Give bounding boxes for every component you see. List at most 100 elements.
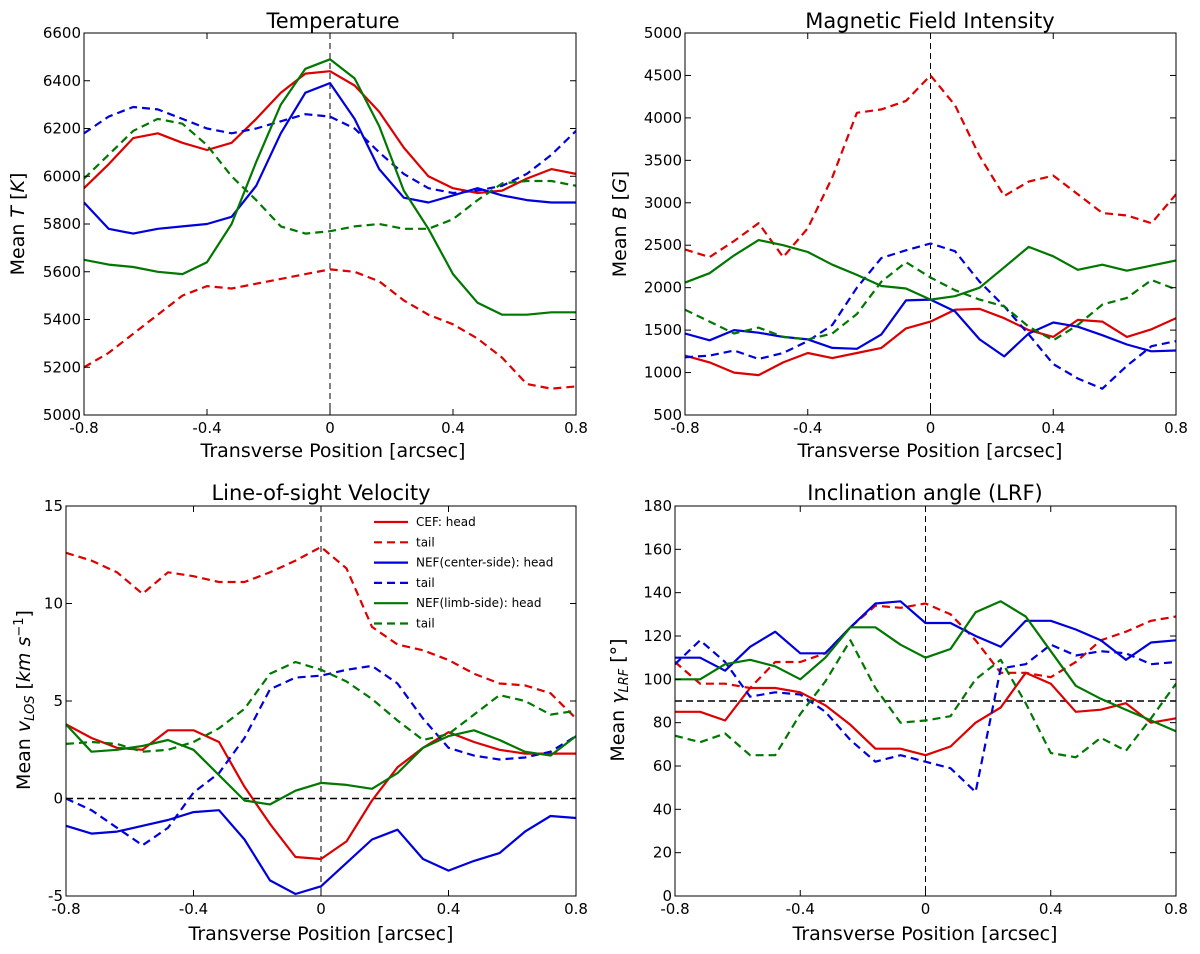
- series-line-magnetic-field-nef-center-side-tail: [685, 242, 1176, 390]
- y-tick-label-inclination: 40: [653, 800, 672, 818]
- y-label-subscript-los-velocity: LOS: [23, 696, 38, 721]
- legend-label: CEF: head: [416, 515, 476, 529]
- y-tick-label-magnetic-field: 1000: [644, 364, 682, 382]
- y-tick-label-inclination: 0: [662, 887, 672, 905]
- y-tick-label-magnetic-field: 5000: [644, 24, 682, 42]
- y-label-unit-symbol-temperature: K: [7, 179, 29, 193]
- x-tick-label-temperature: 0.4: [441, 419, 465, 437]
- x-tick-label-temperature: -0.8: [69, 419, 98, 437]
- y-tick-label-magnetic-field: 4500: [644, 66, 682, 84]
- legend-label: tail: [416, 535, 435, 549]
- y-label-exponent-los-velocity: −1: [12, 617, 27, 636]
- y-tick-label-inclination: 100: [643, 670, 672, 688]
- x-tick-label-inclination: 0: [921, 900, 931, 918]
- y-tick-label-inclination: 140: [643, 584, 672, 602]
- series-line-temperature-nef-center-side-tail: [84, 105, 576, 195]
- y-tick-label-los-velocity: 5: [53, 692, 63, 710]
- y-tick-label-magnetic-field: 2500: [644, 236, 682, 254]
- y-tick-label-magnetic-field: 3000: [644, 194, 682, 212]
- y-label-unit-temperature: [: [7, 193, 29, 206]
- y-tick-label-inclination: 60: [653, 757, 672, 775]
- series-line-magnetic-field-cef-head: [685, 307, 1176, 377]
- series-line-temperature-cef-head: [84, 70, 576, 195]
- y-tick-label-magnetic-field: 1500: [644, 321, 682, 339]
- x-tick-label-inclination: -0.4: [786, 900, 815, 918]
- plot-area-magnetic-field: [685, 33, 1176, 415]
- series-line-inclination-cef-head: [675, 671, 1176, 757]
- x-tick-label-magnetic-field: 0.8: [1164, 419, 1188, 437]
- plot-area-los-velocity: [66, 506, 576, 896]
- y-label-symbol-inclination: γ: [607, 691, 629, 704]
- series-line-los-velocity-nef-center-side-head: [66, 809, 576, 896]
- y-tick-label-inclination: 180: [643, 497, 672, 515]
- x-tick-label-los-velocity: -0.8: [51, 900, 80, 918]
- series-line-inclination-nef-limb-side-tail: [675, 639, 1176, 759]
- y-tick-label-magnetic-field: 500: [653, 406, 682, 424]
- chart-title-magnetic-field: Magnetic Field Intensity: [805, 9, 1054, 33]
- legend-label: NEF(limb-side): head: [416, 596, 542, 610]
- y-label-unit-magnetic-field: [: [609, 193, 631, 206]
- y-tick-label-temperature: 6600: [43, 24, 81, 42]
- y-tick-label-temperature: 6000: [43, 167, 81, 185]
- y-label-prefix-magnetic-field: Mean: [609, 219, 631, 277]
- series-line-temperature-nef-limb-side-head: [84, 58, 576, 316]
- x-tick-label-temperature: -0.4: [192, 419, 221, 437]
- y-tick-label-magnetic-field: 3500: [644, 151, 682, 169]
- y-tick-label-los-velocity: -5: [48, 887, 63, 905]
- series-line-inclination-cef-tail: [675, 602, 1176, 690]
- x-tick-label-los-velocity: 0.4: [437, 900, 461, 918]
- plot-area-inclination: [675, 506, 1176, 896]
- panel-los-velocity: Line-of-sight Velocity Transverse Positi…: [12, 481, 588, 945]
- y-axis-label-los-velocity: Mean vLOS [km s−1]: [12, 610, 39, 790]
- y-tick-label-temperature: 5800: [43, 215, 81, 233]
- x-axis-label-magnetic-field: Transverse Position [arcsec]: [797, 440, 1063, 462]
- y-label-unit-inclination: [°]: [607, 638, 629, 668]
- y-label-symbol-magnetic-field: B: [609, 206, 631, 219]
- series-line-temperature-cef-tail: [84, 268, 576, 390]
- x-tick-label-inclination: 0.8: [1164, 900, 1188, 918]
- chart-title-los-velocity: Line-of-sight Velocity: [211, 481, 430, 505]
- y-tick-label-temperature: 5600: [43, 263, 81, 281]
- x-tick-label-inclination: 0.4: [1039, 900, 1063, 918]
- x-tick-label-los-velocity: -0.4: [179, 900, 208, 918]
- y-tick-label-inclination: 160: [643, 540, 672, 558]
- y-label-close-magnetic-field: ]: [609, 171, 631, 178]
- y-axis-label-inclination: Mean γLRF [°]: [607, 638, 632, 761]
- y-tick-label-los-velocity: 0: [53, 790, 63, 808]
- y-label-unit-los-velocity: [: [13, 682, 35, 695]
- series-line-inclination-nef-center-side-head: [675, 600, 1176, 672]
- y-label-prefix-temperature: Mean: [7, 218, 29, 276]
- y-axis-label-temperature: Mean T [K]: [7, 173, 29, 276]
- y-label-prefix-los-velocity: Mean: [13, 732, 35, 790]
- legend-label: tail: [416, 576, 435, 590]
- x-tick-label-inclination: -0.8: [660, 900, 689, 918]
- plot-area-temperature: [84, 33, 576, 415]
- x-tick-label-magnetic-field: 0: [926, 419, 936, 437]
- y-tick-label-temperature: 5400: [43, 311, 81, 329]
- y-label-symbol-los-velocity: v: [13, 720, 35, 732]
- series-line-inclination-nef-limb-side-head: [675, 600, 1176, 733]
- series-line-magnetic-field-nef-limb-side-head: [685, 239, 1176, 301]
- y-label-prefix-inclination: Mean: [607, 704, 629, 762]
- series-line-los-velocity-nef-limb-side-head: [66, 723, 576, 806]
- y-tick-label-inclination: 20: [653, 844, 672, 862]
- x-axis-label-temperature: Transverse Position [arcsec]: [200, 440, 466, 462]
- y-tick-label-inclination: 120: [643, 627, 672, 645]
- y-tick-label-temperature: 6400: [43, 72, 81, 90]
- series-line-temperature-nef-center-side-head: [84, 82, 576, 235]
- x-tick-label-los-velocity: 0.8: [564, 900, 588, 918]
- y-tick-label-magnetic-field: 2000: [644, 279, 682, 297]
- series-line-inclination-nef-center-side-tail: [675, 639, 1176, 794]
- series-line-magnetic-field-nef-limb-side-tail: [685, 261, 1176, 342]
- legend-label: NEF(center-side): head: [416, 556, 553, 570]
- y-label-close-los-velocity: ]: [13, 610, 35, 617]
- panel-temperature: Temperature Transverse Position [arcsec]…: [7, 9, 588, 462]
- y-tick-label-temperature: 5000: [43, 406, 81, 424]
- legend-label: tail: [416, 617, 435, 631]
- y-label-symbol-temperature: T: [7, 205, 29, 218]
- series-line-los-velocity-nef-limb-side-tail: [66, 660, 576, 753]
- x-tick-label-magnetic-field: -0.4: [793, 419, 822, 437]
- legend: CEF: head tail NEF(center-side): head tail N…: [374, 515, 553, 631]
- series-line-temperature-nef-limb-side-tail: [84, 117, 576, 235]
- series-line-los-velocity-cef-tail: [66, 545, 576, 720]
